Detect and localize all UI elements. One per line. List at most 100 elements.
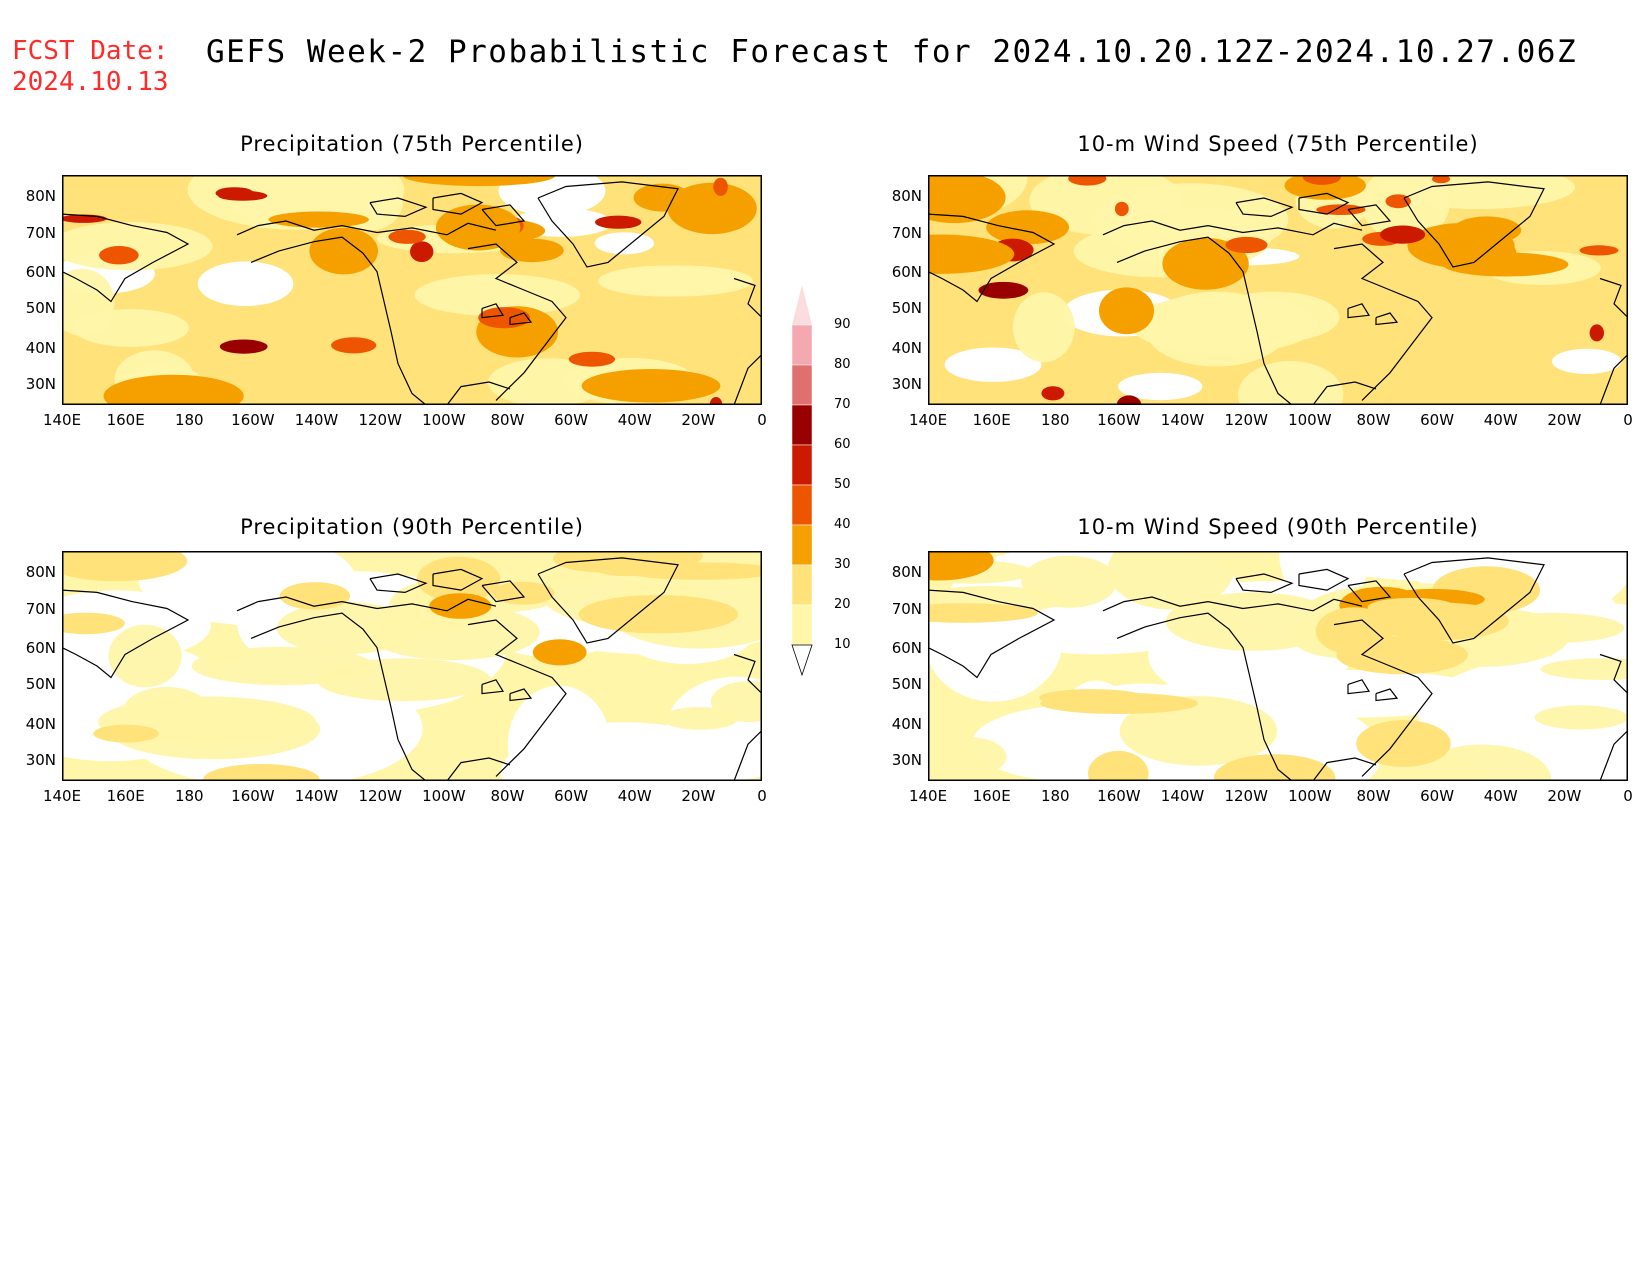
field-patch-high — [1088, 750, 1149, 781]
lon-tick-label: 180 — [1040, 411, 1070, 429]
field-patch-20 — [1107, 551, 1234, 610]
coastline — [1375, 312, 1399, 326]
map-wind-90 — [928, 551, 1628, 781]
lon-tick-label: 160E — [972, 411, 1011, 429]
coastline — [733, 353, 762, 405]
lon-tick-label: 120W — [1224, 787, 1268, 805]
lat-tick-label: 70N — [25, 599, 56, 618]
field-patch-low — [1310, 551, 1603, 583]
lon-tick-label: 140W — [1160, 787, 1205, 805]
coastline — [1599, 653, 1628, 695]
lon-tick-label: 180 — [174, 787, 204, 805]
field-patch-high — [595, 215, 642, 229]
lat-tick-label: 30N — [25, 751, 56, 770]
field-patch-high — [1225, 236, 1268, 254]
coastline — [495, 711, 553, 777]
lon-tick-label: 0 — [757, 787, 767, 805]
field-patch-high — [1099, 287, 1154, 335]
coastline — [495, 335, 553, 401]
coastline — [1375, 688, 1399, 702]
lon-tick-label: 140W — [294, 411, 339, 429]
field-patch-20 — [1119, 696, 1278, 766]
coastline — [467, 619, 567, 713]
map-frame — [62, 175, 762, 405]
lon-tick-label: 20W — [681, 411, 716, 429]
field-patch-high — [1380, 225, 1426, 244]
field-patch-high — [986, 210, 1069, 245]
lon-tick-label: 0 — [1623, 787, 1633, 805]
field-patch-high — [1114, 201, 1129, 217]
field-patch-20 — [1145, 291, 1288, 367]
colorbar-level-label: 10 — [834, 637, 851, 652]
colorbar-segment — [791, 324, 813, 366]
lat-tick-label: 80N — [891, 186, 922, 205]
lat-tick-label: 50N — [25, 675, 56, 694]
field-patch-high — [331, 337, 377, 354]
lon-tick-label: 20W — [1547, 787, 1582, 805]
colorbar-segment — [791, 524, 813, 566]
field-patch-high — [309, 227, 378, 275]
colorbar — [791, 285, 813, 677]
coastline — [733, 653, 762, 695]
lon-tick-label: 100W — [1288, 787, 1332, 805]
field-patch-high — [1214, 754, 1336, 781]
lon-tick-label: 60W — [1420, 411, 1455, 429]
field-patch-high — [1589, 324, 1604, 342]
lat-tick-label: 40N — [25, 338, 56, 357]
field-patch-high — [103, 374, 244, 405]
lon-tick-label: 100W — [1288, 411, 1332, 429]
field-patch-low — [1118, 372, 1203, 401]
lon-tick-label: 40W — [1483, 787, 1518, 805]
lon-tick-label: 60W — [1420, 787, 1455, 805]
lat-tick-label: 60N — [25, 262, 56, 281]
field-patch-high — [1356, 720, 1451, 767]
coastline — [537, 557, 679, 644]
colorbar-level-label: 40 — [834, 517, 851, 532]
colorbar-segment — [791, 564, 813, 606]
coastline — [509, 312, 533, 326]
field-patch-high — [709, 397, 723, 405]
lat-tick-label: 50N — [25, 299, 56, 318]
lon-tick-label: 0 — [757, 411, 767, 429]
lon-tick-label: 60W — [554, 411, 589, 429]
field-patch-20 — [1413, 744, 1552, 781]
panel-title-wind-75: 10-m Wind Speed (75th Percentile) — [1077, 132, 1479, 156]
lon-tick-label: 160E — [972, 787, 1011, 805]
field-patch-20 — [1361, 175, 1450, 241]
lon-tick-label: 160W — [231, 411, 275, 429]
field-patch-20 — [414, 274, 581, 317]
coastline — [236, 596, 497, 612]
coastline — [1298, 568, 1350, 591]
field-patch-high — [633, 183, 691, 212]
lat-tick-label: 30N — [891, 375, 922, 394]
lon-tick-label: 180 — [1040, 787, 1070, 805]
coastline — [369, 573, 428, 594]
lon-tick-label: 120W — [358, 411, 402, 429]
coastline — [537, 181, 679, 268]
coastline — [432, 192, 484, 215]
coastline — [432, 568, 484, 591]
field-patch-20 — [62, 268, 115, 336]
map-precip-75 — [62, 175, 762, 405]
probability-field — [62, 551, 762, 781]
field-patch-high — [410, 241, 434, 262]
map-precip-90 — [62, 551, 762, 781]
map-frame — [928, 175, 1628, 405]
coastline — [481, 580, 526, 603]
coastline — [1361, 335, 1419, 401]
colorbar-segment — [791, 404, 813, 446]
lon-tick-label: 140E — [42, 787, 82, 805]
field-patch-high — [478, 307, 530, 329]
lat-tick-label: 40N — [25, 714, 56, 733]
forecast-date-block: FCST Date: 2024.10.13 — [12, 36, 169, 98]
coastline — [481, 679, 505, 695]
field-patch-high — [578, 595, 739, 634]
lon-tick-label: 140E — [42, 411, 82, 429]
coastline — [1298, 192, 1350, 215]
field-patch-low — [1552, 348, 1622, 374]
forecast-date-value: 2024.10.13 — [12, 67, 169, 97]
forecast-date-label: FCST Date: — [12, 36, 169, 66]
coastline — [1599, 729, 1628, 781]
field-patch-high — [1162, 237, 1249, 290]
field-patch-20 — [1237, 361, 1344, 405]
